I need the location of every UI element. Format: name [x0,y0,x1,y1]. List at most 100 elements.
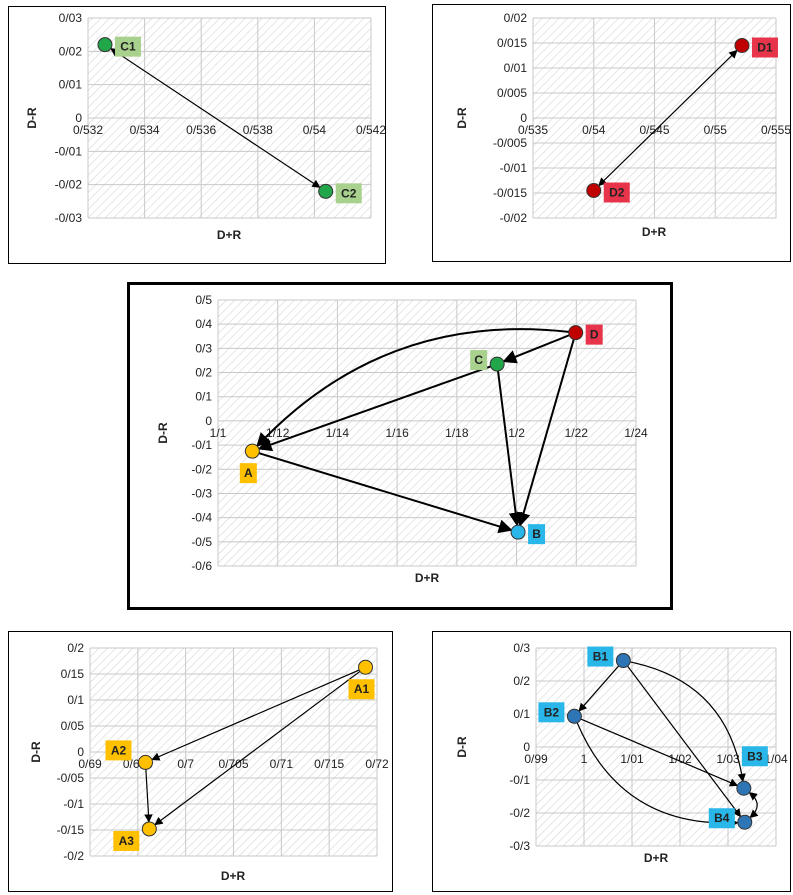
point-label-box [470,350,488,371]
point-label-box [114,36,141,57]
point-B [510,524,526,540]
y-axis-title: D-R [29,741,43,763]
y-tick-label: -0/015 [493,186,527,200]
point-B1 [615,653,631,669]
point-label-box [708,808,735,829]
y-tick-label: -0/05 [57,771,85,785]
chart-4: 0/3 0/2 0/1 0 -0/1 -0/2 -0/3 0/99 1 1/01 1/02 1/03 1… [455,641,788,865]
y-tick-label: -0/1 [63,797,84,811]
point-A [244,443,260,459]
x-tick-label: 0/542 [356,123,386,137]
edge-B1-B3 [630,661,746,783]
point-A3 [141,821,157,837]
point-label-box [538,702,565,723]
point-label: A2 [111,743,127,757]
chart-0: 0/03 0/02 0/01 0 -0/01 -0/02 -0/03 0/532 0/534 0/… [25,11,386,242]
point-label: A1 [354,682,370,696]
x-tick-label: 1/1 [210,426,227,440]
edge-D-C [502,334,570,364]
y-tick-label: 0/1 [195,390,212,404]
y-tick-label: 0 [205,414,212,428]
edge-B2-B3 [580,718,739,787]
edge-B3-B4 [748,792,759,819]
y-tick-label: 0/05 [61,719,85,733]
point-label: C1 [120,40,136,54]
x-tick-label: 1/16 [385,426,409,440]
y-tick-label: -0/3 [509,839,530,853]
point-label: B4 [714,811,730,825]
edge-D1-D2 [598,49,738,187]
x-tick-label: 0/535 [518,123,548,137]
edge-A1-A3 [154,670,361,826]
y-tick-label: 0/02 [504,11,528,25]
edge-D-B [516,339,575,527]
y-tick-label: 0/4 [195,317,212,331]
x-tick-label: 0/54 [303,123,327,137]
edge-B1-B4 [627,665,742,818]
x-tick-label: 0/555 [761,123,791,137]
y-tick-label: -0/3 [191,486,212,500]
point-D [568,325,584,341]
plot-area [218,300,636,566]
x-tick-label: 0/534 [130,123,160,137]
point-label: D2 [609,186,625,200]
y-tick-label: 0/3 [513,641,530,655]
y-tick-label: -0/2 [191,462,212,476]
y-tick-label: -0/5 [191,535,212,549]
edge-C-A [257,365,491,452]
point-label: B2 [544,705,560,719]
x-tick-label: 1/18 [445,426,469,440]
point-label-box [585,324,603,345]
point-label-box [113,830,140,851]
x-axis-title: D+R [221,869,246,883]
y-axis-title: D-R [25,107,39,129]
chart-3: 0/20/150/10/050-0/05-0/1-0/15-0/20/69 0/6… [29,641,389,883]
y-tick-label: 0/005 [497,86,527,100]
y-tick-label: -0/4 [191,511,212,525]
x-tick-label: 1/2 [508,426,525,440]
x-tick-label: 1/01 [620,752,644,766]
point-label-box [751,37,778,58]
y-tick-label: 0/01 [504,61,528,75]
y-tick-label: -0/02 [55,178,83,192]
point-C1 [97,37,113,53]
y-tick-label: 0/15 [61,667,85,681]
point-label: B1 [593,650,609,664]
x-tick-label: 0/536 [186,123,216,137]
y-tick-label: 0/01 [59,78,83,92]
edge-A1-A2 [151,669,360,761]
x-tick-label: 1/02 [668,752,692,766]
chart-1: 0/02 0/015 0/01 0/005 0 -0/005 -0/01 -0/015 -0/0… [455,11,791,239]
point-label: B3 [747,749,763,763]
x-axis-title: D+R [644,851,669,865]
y-tick-label: 0/1 [67,693,84,707]
x-tick-label: 0/55 [704,123,728,137]
x-axis-title: D+R [217,228,242,242]
point-D2 [586,183,602,198]
point-label: A3 [119,834,135,848]
edge-B1-B2 [578,665,620,712]
edge-D-A [256,328,569,448]
y-axis-title: D-R [455,107,469,129]
x-tick-label: 0/7 [177,757,194,771]
point-label-box [239,463,257,484]
point-A2 [137,754,153,770]
x-tick-label: 1/12 [266,426,290,440]
x-tick-label: 0/99 [524,752,548,766]
y-tick-label: -0/1 [509,773,530,787]
y-tick-label: 0/02 [59,44,83,58]
x-tick-label: 0/715 [314,757,344,771]
point-D1 [734,38,750,53]
y-tick-label: 0/3 [195,341,212,355]
point-label-box [741,746,768,767]
y-axis-title: D-R [455,736,469,758]
point-label: D [590,328,599,342]
point-C [489,356,505,372]
point-B3 [736,780,752,796]
chart-2: 0/5 0/4 0/3 0/2 0/1 0 -0/1 -0/2 -0/3 -0/4 -0/5 -0/6… [156,293,648,585]
y-tick-label: 0/03 [59,11,83,25]
point-label: D1 [757,41,773,55]
x-axis-title: D+R [415,571,440,585]
x-tick-label: 0/54 [582,123,606,137]
